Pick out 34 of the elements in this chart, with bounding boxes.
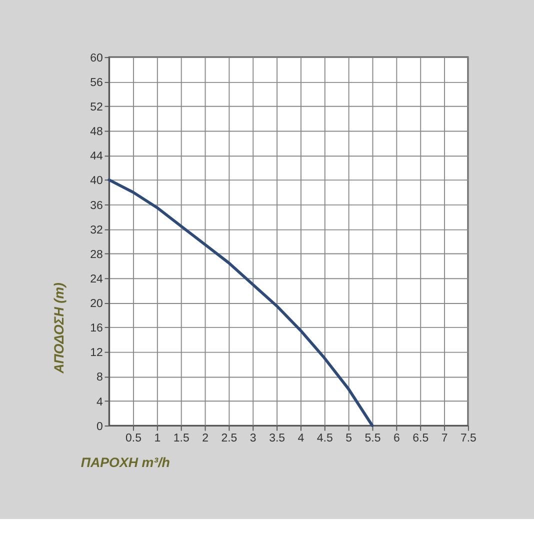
x-tick-label: 4.5 <box>316 432 333 444</box>
y-axis-title: ΑΠΟΔΟΣΗ (m) <box>52 282 67 374</box>
y-tick-label: 52 <box>90 102 103 114</box>
x-tick-label: 2 <box>202 432 208 444</box>
y-tick-label: 4 <box>96 396 104 408</box>
y-tick-label: 16 <box>90 322 103 335</box>
y-tick-label: 60 <box>90 52 103 64</box>
x-tick-label: 2.5 <box>221 432 238 444</box>
y-tick-label: 8 <box>96 372 103 384</box>
x-tick-label: 3 <box>250 432 256 444</box>
y-tick-label: 36 <box>90 200 103 212</box>
x-tick-label: 3.5 <box>269 432 286 444</box>
y-tick-label: 24 <box>90 273 104 286</box>
x-tick-label: 1 <box>154 432 161 444</box>
x-tick-label: 4 <box>298 432 305 444</box>
x-tick-label: 6 <box>393 432 400 444</box>
x-tick-label: 5 <box>346 432 352 444</box>
y-tick-label: 32 <box>90 224 103 236</box>
y-tick-label: 48 <box>90 126 103 138</box>
x-tick-label: 7 <box>441 432 448 444</box>
y-tick-label: 12 <box>90 347 103 360</box>
y-tick-label: 0 <box>96 420 103 433</box>
y-tick-label: 28 <box>90 248 103 261</box>
x-tick-label: 5.5 <box>364 432 381 444</box>
line-series <box>108 178 374 427</box>
x-tick-label: 0.5 <box>126 432 142 444</box>
y-tick-label: 40 <box>90 175 103 188</box>
y-tick-label: 20 <box>90 298 103 310</box>
x-tick-label: 6.5 <box>412 432 429 444</box>
x-tick-label: 7.5 <box>460 432 476 444</box>
x-axis-title: ΠΑΡΟΧΗ m³/h <box>80 455 170 470</box>
y-tick-label: 44 <box>90 150 104 163</box>
y-tick-label: 56 <box>90 76 103 89</box>
x-tick-label: 1.5 <box>173 432 190 444</box>
